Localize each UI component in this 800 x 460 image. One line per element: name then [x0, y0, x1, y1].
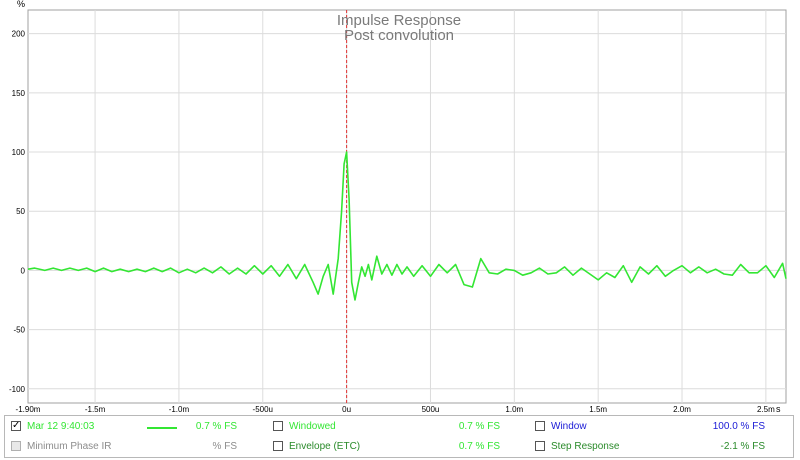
trace-label: Mar 12 9:40:03 — [27, 421, 95, 432]
window-value: 100.0 % FS — [712, 421, 765, 432]
legend-panel: ✓ Mar 12 9:40:03 0.7 % FS Windowed 0.7 %… — [4, 415, 794, 458]
x-tick-label: -1.0m — [169, 405, 190, 414]
trace-value: 0.7 % FS — [195, 421, 237, 432]
window-label: Window — [551, 421, 587, 432]
axis-ticks: -1.90m -1.5m -1.0m -500u 0u 500u 1.0m 1.5m 2.0m 2… — [9, 30, 775, 414]
x-tick-label: 0u — [342, 405, 351, 414]
x-tick-label: -1.5m — [85, 405, 106, 414]
y-tick-label: 150 — [12, 89, 26, 98]
x-tick-label: 2.5m — [757, 405, 775, 414]
series-line-ir[interactable] — [27, 151, 787, 301]
y-tick-label: -100 — [9, 385, 26, 394]
y-tick-label: 100 — [12, 148, 26, 157]
y-axis-unit: % — [17, 0, 25, 9]
min-phase-value: % FS — [212, 441, 237, 452]
x-tick-label: 1.0m — [505, 405, 523, 414]
trace-color-swatch — [147, 427, 177, 429]
step-response-label: Step Response — [551, 441, 620, 452]
chart-title: Impulse Response — [337, 12, 461, 29]
x-tick-label: 500u — [422, 405, 440, 414]
legend-row: Minimum Phase IR % FS Envelope (ETC) 0.7… — [5, 438, 793, 458]
y-tick-label: 0 — [21, 266, 26, 275]
impulse-response-chart[interactable]: -1.90m -1.5m -1.0m -500u 0u 500u 1.0m 1.5m 2.0m 2… — [0, 0, 800, 415]
legend-row: ✓ Mar 12 9:40:03 0.7 % FS Windowed 0.7 %… — [5, 418, 793, 438]
trace-checkbox[interactable]: ✓ — [11, 420, 21, 431]
plot-area — [27, 9, 787, 404]
step-response-value: -2.1 % FS — [720, 441, 765, 452]
x-tick-label: -500u — [253, 405, 273, 414]
y-tick-label: -50 — [13, 326, 25, 335]
y-tick-label: 50 — [16, 207, 25, 216]
window-checkbox[interactable] — [535, 421, 545, 431]
x-axis-unit: s — [776, 404, 781, 414]
envelope-label: Envelope (ETC) — [289, 441, 361, 452]
min-phase-checkbox — [11, 441, 21, 451]
x-tick-label: -1.90m — [16, 405, 41, 414]
y-tick-label: 200 — [12, 30, 26, 39]
windowed-checkbox[interactable] — [273, 421, 283, 431]
x-tick-label: 2.0m — [673, 405, 691, 414]
envelope-checkbox[interactable] — [273, 441, 283, 451]
windowed-value: 0.7 % FS — [458, 421, 500, 432]
step-response-checkbox[interactable] — [535, 441, 545, 451]
windowed-label: Windowed — [289, 421, 336, 432]
min-phase-label: Minimum Phase IR — [27, 441, 112, 452]
chart-subtitle: Post convolution — [344, 27, 454, 44]
x-tick-label: 1.5m — [589, 405, 607, 414]
envelope-value: 0.7 % FS — [458, 441, 500, 452]
